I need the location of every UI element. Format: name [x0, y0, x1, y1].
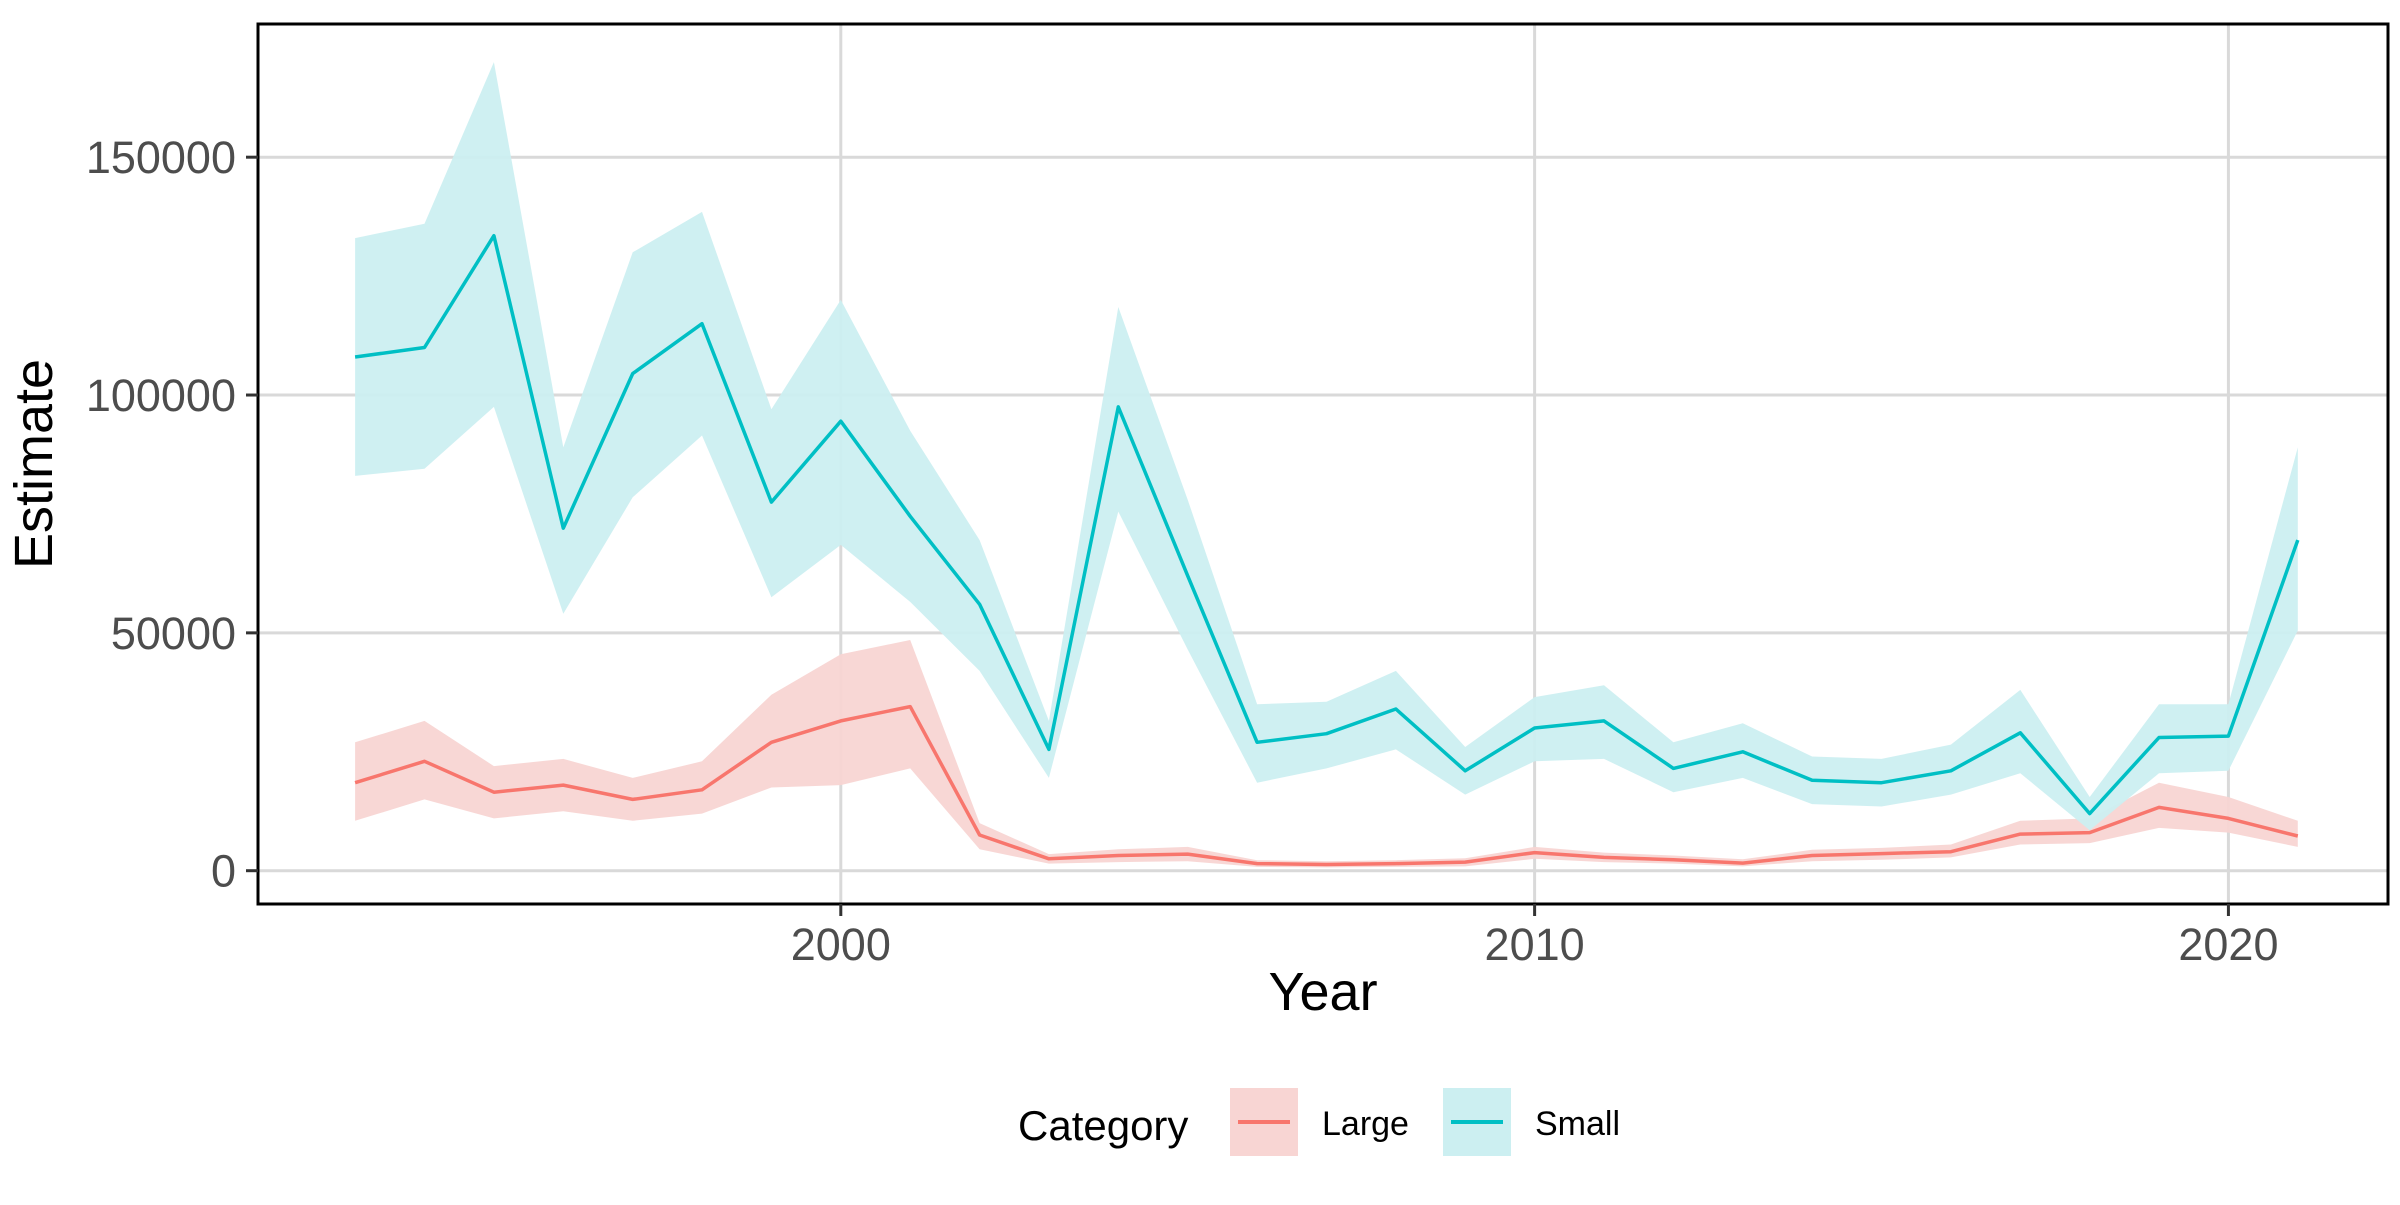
plot-panel-border	[256, 22, 2390, 906]
y-tick-label: 150000	[86, 132, 236, 183]
series-lines	[354, 233, 2300, 867]
y-tick-label: 0	[211, 846, 236, 897]
x-axis-title: Year	[1268, 962, 1377, 1022]
y-axis-title: Estimate	[4, 359, 64, 569]
legend-label-large: Large	[1322, 1105, 1409, 1143]
ribbon-large	[355, 640, 2298, 868]
legend-label-small: Small	[1535, 1105, 1620, 1143]
ribbon-small	[355, 62, 2298, 831]
confidence-ribbons	[355, 62, 2298, 868]
series-line-large	[354, 704, 2299, 867]
y-tick-label: 100000	[86, 370, 236, 421]
series-line-small	[354, 233, 2300, 816]
y-tick-label: 50000	[111, 608, 236, 659]
legend: Category Large Small	[1018, 1088, 1620, 1156]
axis-ticks: 0 50000 100000 150000 2000 2010 2020	[86, 132, 2279, 970]
x-tick-label: 2010	[1485, 919, 1585, 970]
legend-title: Category	[1018, 1102, 1188, 1149]
x-tick-label: 2000	[791, 919, 891, 970]
x-tick-label: 2020	[2178, 919, 2278, 970]
